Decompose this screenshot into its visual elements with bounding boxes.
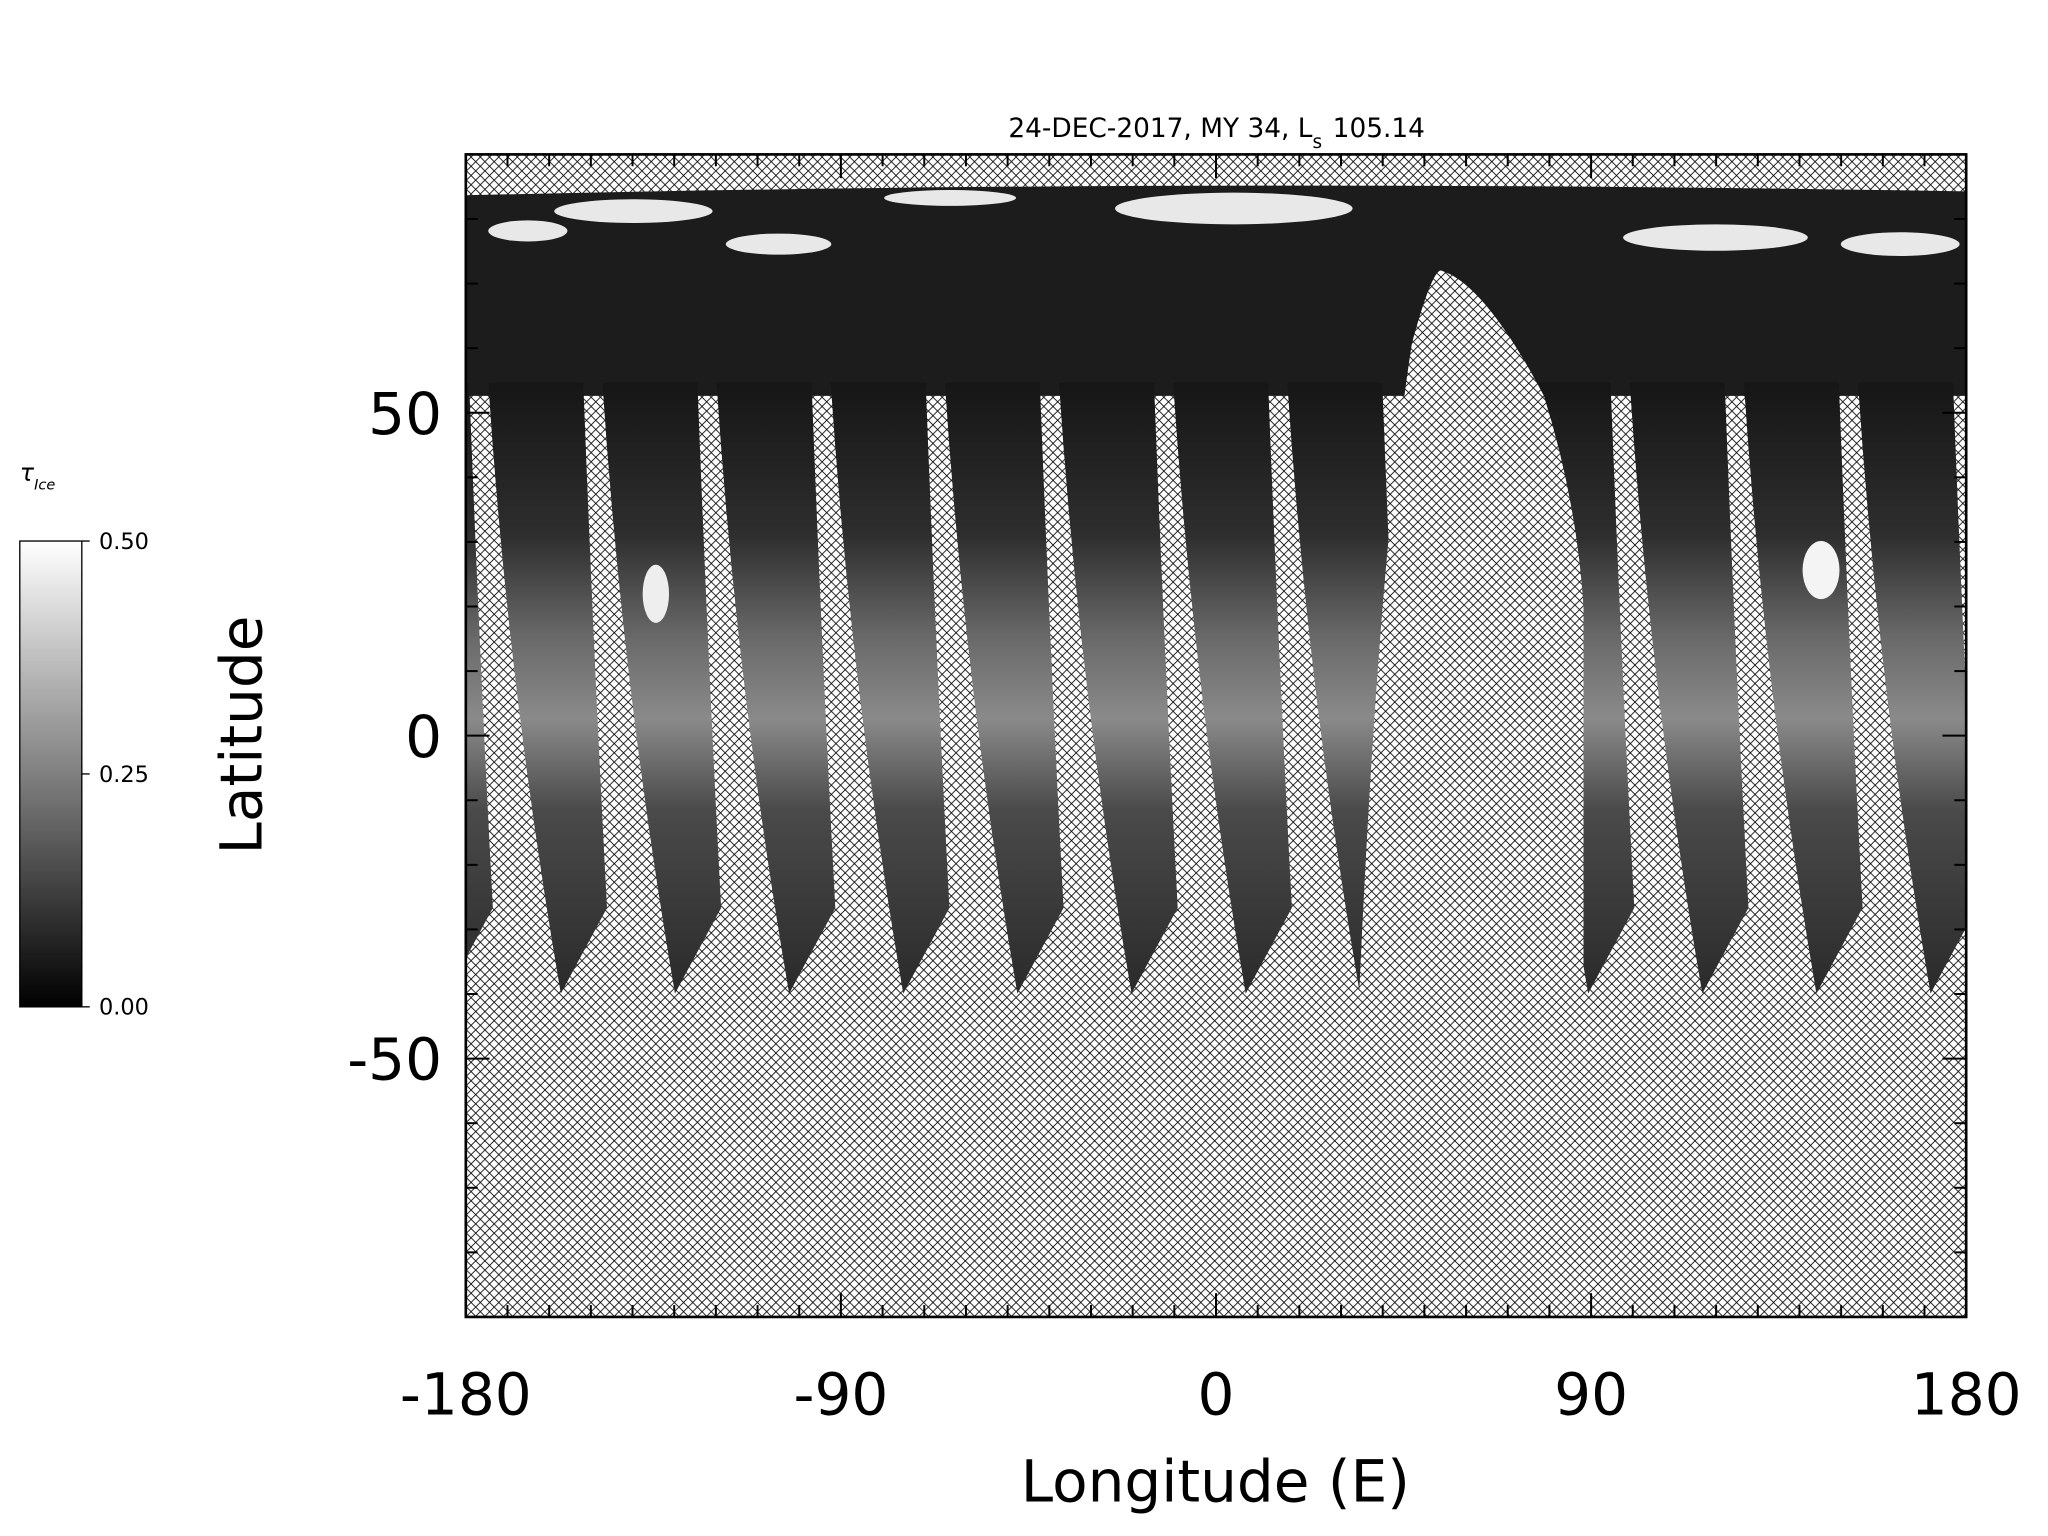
swath [716,382,836,994]
y-tick-label: 0 [405,703,442,771]
north-band [465,185,1967,396]
x-tick-label: -180 [400,1361,532,1429]
swath [830,382,950,994]
x-tick-label: 90 [1554,1361,1628,1429]
colorbar-tick-label: 0.00 [99,995,149,1021]
data-gap [1359,270,1584,1317]
colorbar: τIce 0.00 0.25 0.50 [19,458,149,1021]
swath [465,382,493,959]
polar-cap [488,190,1960,256]
title-subscript: s [1312,132,1322,153]
colorbar-subscript: Ice [34,478,55,494]
cloud [1802,541,1840,600]
colorbar-bar [19,540,83,1008]
colorbar-label: τIce [20,458,56,493]
colorbar-tick-label: 0.50 [99,529,149,555]
colorbar-symbol: τ [20,458,35,486]
x-tick-label: -90 [794,1361,889,1429]
swath [1743,382,1863,994]
axes: -180 -90 0 90 180 -50 0 50 [347,154,2022,1429]
x-tick-label: 180 [1911,1361,2022,1429]
swath [488,382,608,994]
swath [1857,382,1967,994]
map-image [465,154,1967,1317]
cloud [642,564,670,623]
y-tick-label: -50 [347,1026,442,1094]
title-suffix: 105.14 [1333,114,1425,144]
swath [602,382,722,994]
swath [944,382,1064,994]
y-axis-label: Latitude [207,616,275,855]
colorbar-tick-label: 0.25 [99,762,149,788]
swath [1629,382,1749,994]
swath [1058,382,1178,994]
x-axis-label: Longitude (E) [1021,1448,1410,1516]
swath [1173,382,1292,994]
y-tick-label: 50 [368,380,442,448]
x-tick-label: 0 [1198,1361,1235,1429]
swaths [465,382,1967,994]
title-text: 24-DEC-2017, MY 34, L [1008,114,1312,144]
title: 24-DEC-2017, MY 34, Ls 105.14 [1008,114,1425,153]
